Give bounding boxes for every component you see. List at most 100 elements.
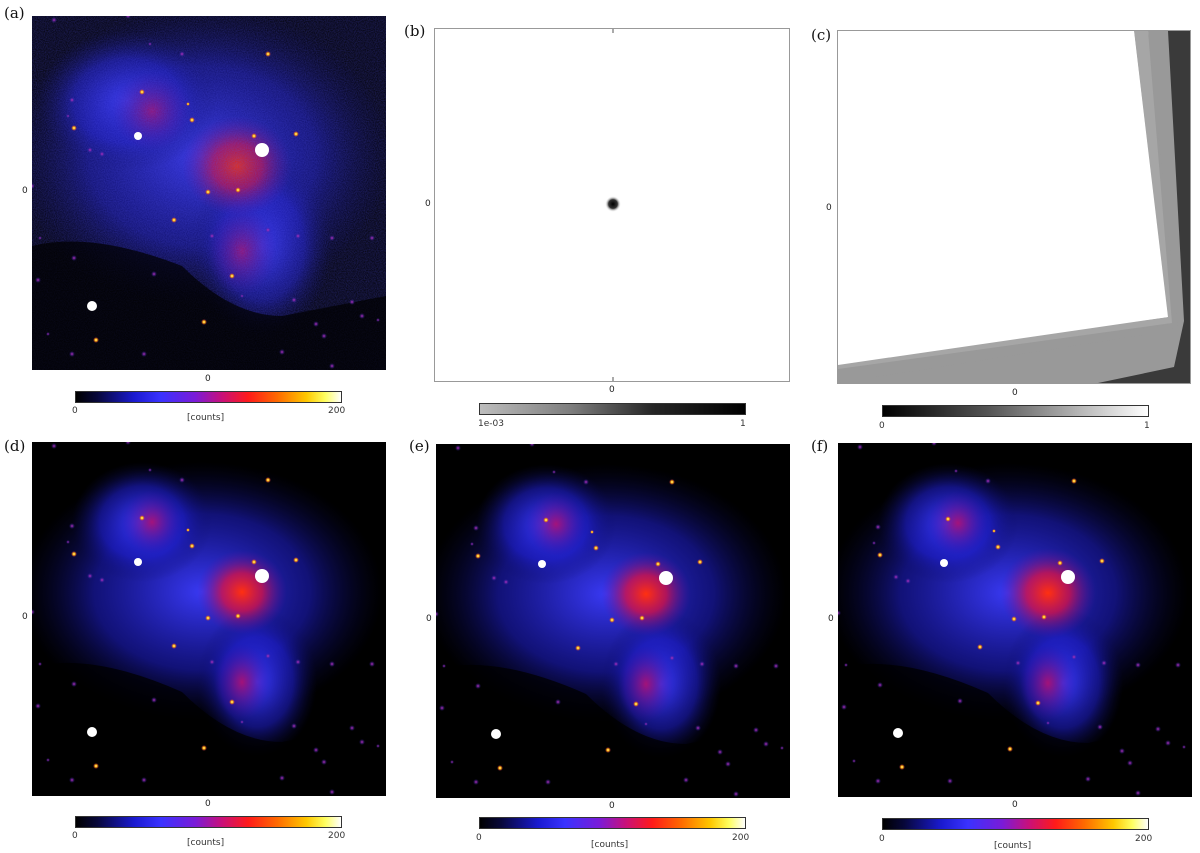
faint-point-source (313, 321, 319, 327)
faint-point-source (857, 444, 863, 450)
faint-point-source (442, 664, 446, 668)
faint-point-source (644, 722, 648, 726)
point-source (497, 765, 503, 771)
colorbar (479, 817, 746, 829)
point-source (1011, 616, 1017, 622)
point-source (71, 551, 77, 557)
colorbar-unit: [counts] (187, 413, 225, 423)
x-tick: 0 (1012, 388, 1018, 398)
point-source (186, 102, 190, 106)
point-source (877, 552, 883, 558)
point-source (1071, 478, 1077, 484)
faint-point-source (455, 445, 461, 451)
colorbar-min: 0 (879, 421, 885, 431)
faint-point-source (369, 661, 375, 667)
faint-point-source (683, 777, 689, 783)
faint-point-source (436, 611, 439, 617)
point-source (189, 117, 195, 123)
faint-point-source (69, 777, 75, 783)
point-source (93, 337, 99, 343)
faint-point-source (1085, 776, 1091, 782)
point-source (71, 125, 77, 131)
faint-point-source (66, 114, 70, 118)
faint-point-source (87, 573, 93, 579)
point-source (171, 217, 177, 223)
point-source (229, 273, 235, 279)
faint-point-source (545, 779, 551, 785)
faint-point-source (265, 227, 271, 233)
faint-point-source (35, 703, 41, 709)
faint-point-source (99, 151, 105, 157)
point-source (1035, 700, 1041, 706)
point-source (235, 187, 241, 193)
faint-point-source (1135, 662, 1141, 668)
panel-label: (a) (4, 4, 25, 22)
point-source (205, 615, 211, 621)
colorbar (479, 403, 746, 415)
faint-point-source (475, 683, 481, 689)
y-tick: 0 (826, 203, 832, 213)
faint-point-source (725, 761, 731, 767)
faint-point-source (329, 789, 335, 795)
faint-point-source (470, 542, 474, 546)
x-tick: 0 (205, 374, 211, 384)
faint-point-source (844, 663, 848, 667)
panel-label: (e) (409, 437, 430, 455)
y-tick: 0 (22, 612, 28, 622)
bright-point-source (538, 560, 546, 568)
colorbar-unit: [counts] (187, 838, 225, 848)
colorbar-max: 200 (732, 833, 750, 843)
bright-point-source (87, 301, 97, 311)
faint-point-source (38, 236, 42, 240)
bright-point-source (134, 558, 142, 566)
point-source (590, 530, 594, 534)
faint-point-source (295, 233, 301, 239)
xray-image-observed (32, 16, 386, 370)
y-tick: 0 (22, 186, 28, 196)
faint-point-source (503, 579, 509, 585)
faint-point-source (905, 578, 911, 584)
model-image-f (838, 443, 1192, 797)
faint-point-source (780, 746, 784, 750)
faint-point-source (141, 351, 147, 357)
faint-point-source (359, 313, 365, 319)
x-tick: 0 (1012, 800, 1018, 810)
faint-point-source (349, 725, 355, 731)
faint-point-source (179, 51, 185, 57)
faint-point-source (893, 574, 899, 580)
panel-label: (f) (811, 437, 829, 455)
colorbar (882, 818, 1149, 830)
point-source (93, 763, 99, 769)
point-source (293, 557, 299, 563)
point-source (1041, 614, 1047, 620)
faint-point-source (877, 682, 883, 688)
bright-point-source (255, 143, 269, 157)
faint-point-source (265, 653, 271, 659)
faint-point-source (450, 760, 454, 764)
panel-label: (b) (404, 22, 426, 40)
colorbar-min: 0 (72, 406, 78, 416)
faint-point-source (295, 659, 301, 665)
point-source (1057, 560, 1063, 566)
faint-point-source (1135, 790, 1141, 796)
point-source (1007, 746, 1013, 752)
faint-point-source (69, 97, 75, 103)
point-source (593, 545, 599, 551)
point-source (205, 189, 211, 195)
panel-label: (d) (4, 437, 26, 455)
faint-point-source (71, 681, 77, 687)
faint-point-source (1127, 760, 1133, 766)
faint-point-source (329, 661, 335, 667)
faint-point-source (1182, 745, 1186, 749)
faint-point-source (733, 791, 739, 797)
faint-point-source (148, 468, 152, 472)
faint-point-source (1175, 662, 1181, 668)
point-source (189, 543, 195, 549)
faint-point-source (957, 698, 963, 704)
faint-point-source (773, 663, 779, 669)
faint-point-source (151, 697, 157, 703)
colorbar-min: 0 (476, 833, 482, 843)
point-source (899, 764, 905, 770)
faint-point-source (841, 704, 847, 710)
bright-point-source (940, 559, 948, 567)
